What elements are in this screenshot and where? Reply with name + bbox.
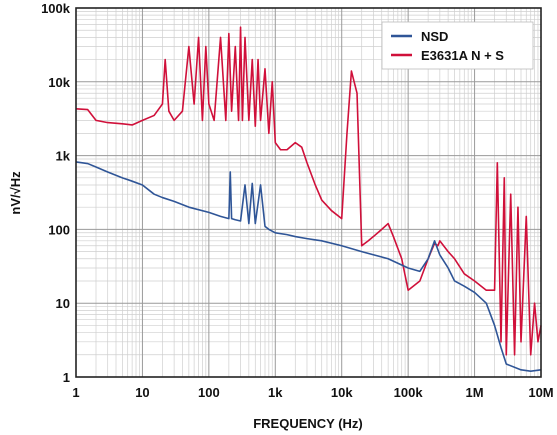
y-tick-labels: 1 10 100 1k 10k 100k: [41, 1, 71, 385]
major-gridlines: [75, 7, 542, 378]
y-tick-label: 1k: [56, 149, 71, 164]
legend-label-e3631a: E3631A N + S: [421, 48, 504, 63]
y-tick-label: 10k: [48, 75, 70, 90]
legend-box: [381, 21, 534, 70]
series-line-nsd: [75, 161, 542, 372]
x-tick-label: 10k: [331, 385, 353, 400]
x-axis-title: FREQUENCY (Hz): [253, 416, 363, 431]
x-tick-label: 100k: [394, 385, 424, 400]
plot-background: [76, 8, 541, 377]
series-layer: [75, 26, 542, 372]
x-tick-label: 10: [135, 385, 149, 400]
y-axis-title: nV/√Hz: [8, 171, 23, 215]
y-tick-label: 100: [48, 222, 70, 237]
x-tick-label: 1M: [466, 385, 484, 400]
y-tick-label: 1: [63, 370, 70, 385]
x-tick-label: 1k: [268, 385, 283, 400]
x-tick-label: 100: [198, 385, 220, 400]
series-line-e3631a: [75, 26, 542, 356]
legend-label-nsd: NSD: [421, 29, 448, 44]
x-tick-labels: 1 10 100 1k 10k 100k 1M 10M: [72, 385, 553, 400]
y-tick-label: 10: [56, 296, 70, 311]
plot-frame: [75, 7, 542, 378]
legend: NSD E3631A N + S: [381, 21, 534, 70]
y-tick-label: 100k: [41, 1, 71, 16]
x-tick-label: 10M: [528, 385, 553, 400]
x-tick-label: 1: [72, 385, 79, 400]
